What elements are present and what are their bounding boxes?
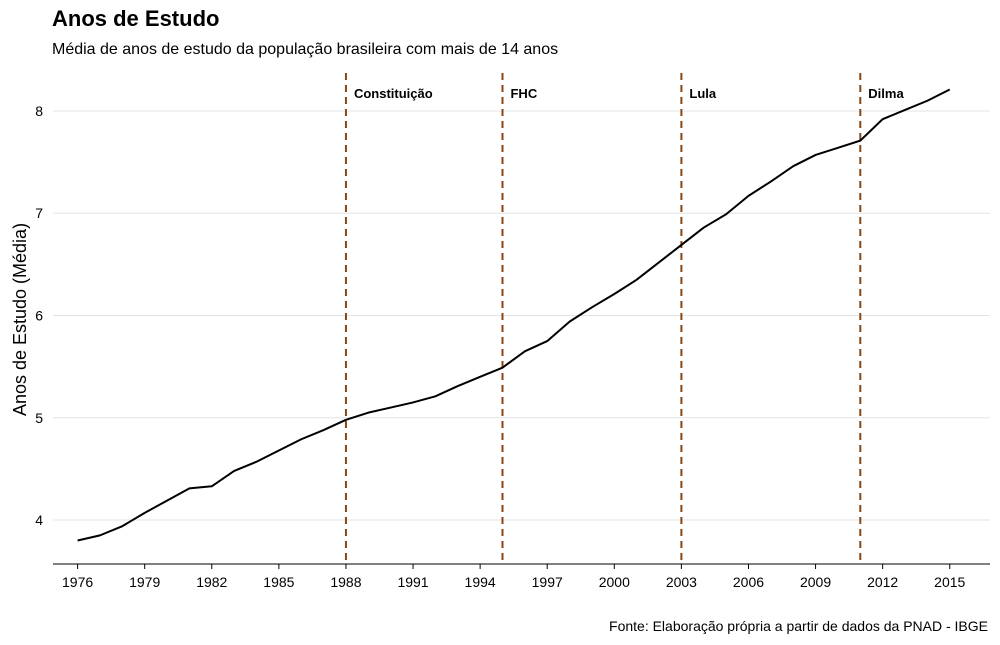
event-label: FHC [510, 86, 537, 101]
x-tick-label: 1982 [196, 574, 227, 590]
x-tick-label: 1988 [330, 574, 361, 590]
y-tick-label: 6 [35, 308, 43, 324]
x-tick-label: 1994 [465, 574, 496, 590]
x-tick-label: 2006 [733, 574, 764, 590]
x-tick-label: 2012 [867, 574, 898, 590]
chart-title: Anos de Estudo [52, 6, 220, 31]
chart-caption: Fonte: Elaboração própria a partir de da… [609, 618, 988, 634]
x-tick-label: 1985 [263, 574, 294, 590]
y-tick-label: 8 [35, 103, 43, 119]
event-label: Dilma [868, 86, 904, 101]
y-tick-label: 7 [35, 205, 43, 221]
y-tick-label: 4 [35, 512, 43, 528]
x-tick-label: 2015 [934, 574, 965, 590]
y-axis-title: Anos de Estudo (Média) [10, 223, 30, 416]
x-tick-label: 2009 [800, 574, 831, 590]
x-tick-label: 1997 [532, 574, 563, 590]
event-label: Constituição [354, 86, 433, 101]
x-tick-label: 2003 [666, 574, 697, 590]
chart-subtitle: Média de anos de estudo da população bra… [52, 41, 559, 58]
x-tick-label: 1976 [62, 574, 93, 590]
x-tick-label: 1979 [129, 574, 160, 590]
y-tick-label: 5 [35, 410, 43, 426]
event-label: Lula [689, 86, 716, 101]
x-tick-label: 2000 [599, 574, 630, 590]
x-tick-label: 1991 [397, 574, 428, 590]
series-line [77, 88, 951, 542]
